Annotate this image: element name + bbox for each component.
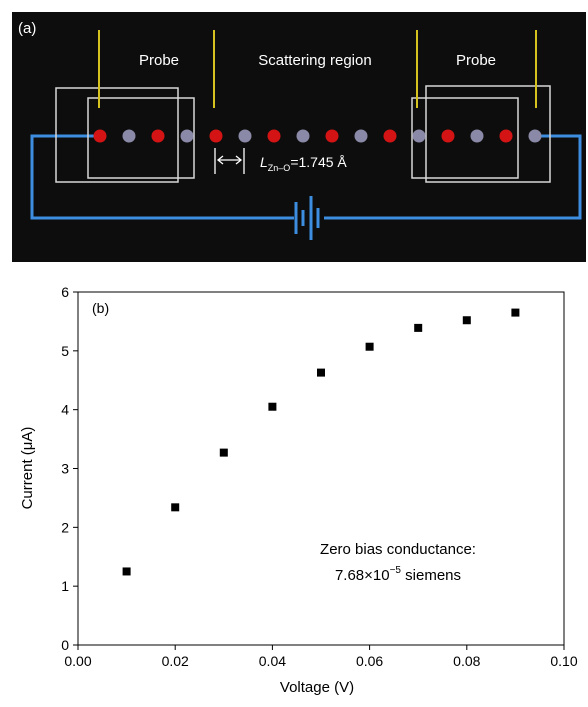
oxygen-atom — [383, 129, 397, 143]
y-tick-label: 5 — [61, 343, 69, 359]
data-point — [171, 503, 180, 512]
plot-area-border — [77, 291, 565, 646]
data-point — [317, 368, 325, 377]
oxygen-atom — [325, 129, 339, 143]
data-markers — [122, 308, 520, 576]
iv-chart-panel: 0 1 2 3 4 5 6 0.00 0.02 0.04 0.06 0.08 0.10 (b) Zer… — [0, 262, 588, 702]
annotation-exponent: −5 — [390, 565, 402, 576]
device-schematic: (a) Probe Scattering region Pr — [12, 12, 586, 262]
zinc-atom — [470, 129, 484, 143]
y-tick-label: 6 — [61, 284, 69, 300]
left-probe-boxes — [55, 87, 195, 183]
zinc-atom — [180, 129, 194, 143]
y-tick-label: 0 — [61, 637, 69, 653]
y-axis-label: Current (μA) — [19, 427, 36, 510]
right-probe-boxes — [411, 85, 551, 183]
y-tick-label: 1 — [61, 578, 69, 594]
zinc-atom — [412, 129, 426, 143]
x-tick-label: 0.02 — [162, 653, 189, 669]
oxygen-atom — [267, 129, 281, 143]
oxygen-atom — [151, 129, 165, 143]
annotation-line-2: 7.68×10−5 siemens — [335, 565, 461, 584]
bond-length-label: LZn–O=1.745 Å — [260, 154, 347, 173]
plot-frame — [77, 291, 565, 646]
data-point — [122, 567, 131, 576]
zinc-atom — [354, 129, 368, 143]
oxygen-atom — [441, 129, 455, 143]
panel-b-label: (b) — [92, 300, 109, 316]
data-point — [365, 342, 374, 351]
data-point — [268, 402, 277, 411]
zinc-atom — [528, 129, 542, 143]
scattering-region-label: Scattering region — [258, 52, 371, 69]
x-tick-label: 0.08 — [453, 653, 480, 669]
probe-boundary-markers — [98, 30, 537, 108]
device-schematic-panel: (a) Probe Scattering region Pr — [12, 12, 586, 262]
panel-a-label: (a) — [18, 20, 36, 37]
data-point — [462, 316, 471, 325]
data-point — [219, 448, 228, 457]
circuit-wire-left — [30, 134, 294, 220]
circuit-wire-right — [324, 134, 582, 220]
zinc-atom — [122, 129, 136, 143]
bond-length-subscript: Zn–O — [268, 163, 291, 173]
bond-length-indicator — [214, 148, 245, 174]
y-tick-label: 4 — [61, 402, 69, 418]
x-tick-label: 0.00 — [64, 653, 91, 669]
oxygen-atom — [499, 129, 513, 143]
oxygen-atom — [93, 129, 107, 143]
x-axis-ticks: 0.00 0.02 0.04 0.06 0.08 0.10 — [64, 645, 578, 669]
zinc-atom — [296, 129, 310, 143]
y-tick-label: 3 — [61, 461, 69, 477]
x-tick-label: 0.04 — [259, 653, 286, 669]
x-axis-label: Voltage (V) — [280, 679, 354, 696]
y-axis-ticks: 0 1 2 3 4 5 6 — [61, 284, 78, 653]
annotation-line-1: Zero bias conductance: — [320, 541, 476, 558]
battery-icon — [294, 196, 320, 240]
data-point — [511, 308, 520, 317]
iv-chart: 0 1 2 3 4 5 6 0.00 0.02 0.04 0.06 0.08 0.10 (b) Zer… — [19, 284, 578, 696]
probe-right-label: Probe — [456, 52, 496, 69]
annotation-unit: siemens — [401, 567, 461, 584]
data-point — [414, 323, 423, 332]
oxygen-atom — [209, 129, 223, 143]
annotation-mantissa: 7.68×10 — [335, 567, 390, 584]
probe-left-label: Probe — [139, 52, 179, 69]
x-tick-label: 0.06 — [356, 653, 383, 669]
bond-length-symbol: L — [260, 154, 268, 170]
atom-chain — [93, 129, 542, 143]
x-tick-label: 0.10 — [550, 653, 577, 669]
bond-length-value: =1.745 Å — [290, 154, 347, 170]
y-tick-label: 2 — [61, 519, 69, 535]
zinc-atom — [238, 129, 252, 143]
